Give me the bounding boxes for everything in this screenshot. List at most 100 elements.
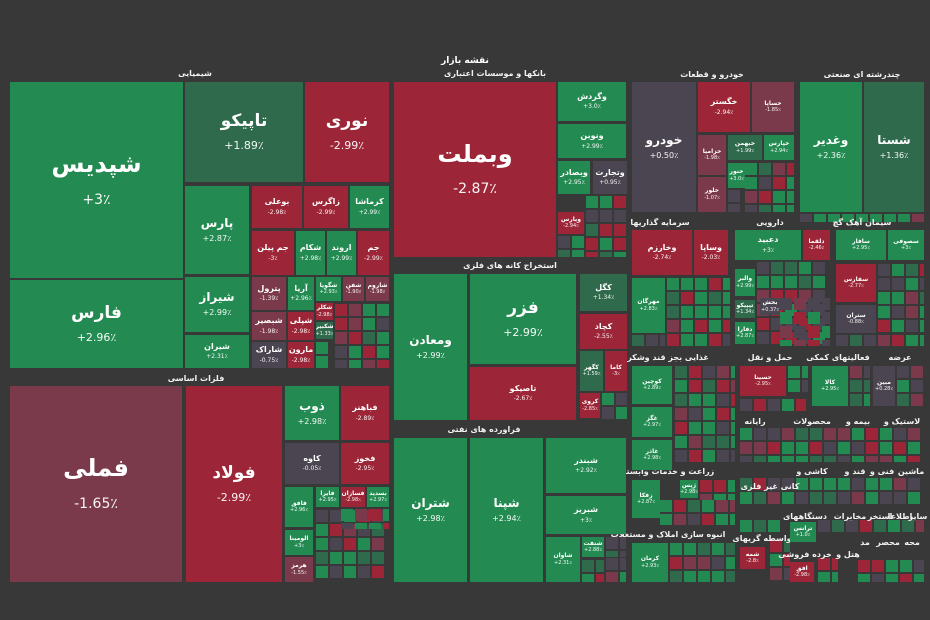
stock-tile[interactable]: غگز +2.97٪ xyxy=(632,407,672,437)
stock-tile[interactable]: کاما -3٪ xyxy=(605,351,627,391)
stock-tile[interactable]: سصوفی +3٪ xyxy=(888,230,924,260)
stock-tile[interactable]: خزامیا -1.98٪ xyxy=(698,135,726,175)
stock-tile[interactable]: شمه -2.8٪ xyxy=(740,547,765,569)
stock-tile[interactable]: مارون -2.98٪ xyxy=(288,342,314,368)
stock-tile[interactable]: وغدیر +2.36٪ xyxy=(800,82,862,212)
stock-tile[interactable]: شنفت +2.88٪ xyxy=(582,537,604,557)
stock-tile[interactable]: افق -2.98٪ xyxy=(790,562,814,582)
stock-tile[interactable]: شبصیر -1.98٪ xyxy=(252,312,286,340)
stock-tile[interactable]: خساپا -1.85٪ xyxy=(752,82,794,132)
stock-tile[interactable]: ونوین +2.99٪ xyxy=(558,124,626,158)
stock-tile[interactable]: مهرگان +2.83٪ xyxy=(632,278,665,333)
stock-tile[interactable]: جم پیلن -3٪ xyxy=(252,231,294,275)
stock-tile[interactable]: حسینا -2.95٪ xyxy=(740,366,786,396)
stock-tile[interactable]: شکام +2.98٪ xyxy=(296,231,325,275)
stock-tile[interactable]: ترانس +1.0٪ xyxy=(790,522,816,542)
stock-tile[interactable]: ژپس +2.98٪ xyxy=(680,480,698,498)
stock-tile[interactable]: خپارس +2.94٪ xyxy=(764,135,794,160)
stock-tile[interactable]: جم -2.99٪ xyxy=(358,231,389,275)
stock-tile[interactable]: شستا +1.36٪ xyxy=(864,82,924,212)
stock-tile[interactable]: بوعلی -2.98٪ xyxy=(252,186,302,228)
stock-tile[interactable]: شپدیس +3٪ xyxy=(10,82,183,278)
stock-tile[interactable]: فایرا +2.95٪ xyxy=(316,487,339,507)
stock-tile[interactable]: ذوب +2.98٪ xyxy=(285,386,339,440)
stock-change: -2.89٪ xyxy=(355,414,375,422)
stock-tile[interactable]: هرمز -1.55٪ xyxy=(285,557,313,582)
stock-tile[interactable]: شاروم -1.98٪ xyxy=(366,277,389,301)
stock-tile[interactable]: شبندر +2.92٪ xyxy=(546,438,626,493)
stock-tile[interactable]: شاراک -0.75٪ xyxy=(252,342,286,368)
stock-tile[interactable]: تیپیکو +1.34٪ xyxy=(735,300,755,318)
stock-tile[interactable]: شبریز +3٪ xyxy=(546,496,626,534)
stock-tile[interactable]: غاذر +2.98٪ xyxy=(632,440,672,470)
filler-tile xyxy=(731,394,735,406)
stock-tile[interactable]: شکبیر +1.33٪ xyxy=(316,322,333,339)
stock-tile[interactable]: تاپیکو +1.89٪ xyxy=(185,82,303,182)
stock-tile[interactable]: شپنا +2.94٪ xyxy=(470,438,543,582)
stock-tile[interactable]: کرمان +2.93٪ xyxy=(632,543,668,582)
stock-tile[interactable]: زاگرس -2.99٪ xyxy=(304,186,348,228)
stock-tile[interactable]: کگل +1.34٪ xyxy=(580,274,627,311)
stock-tile[interactable]: الومینا +3٪ xyxy=(285,530,313,555)
stock-tile[interactable]: فملی -1.65٪ xyxy=(10,386,182,582)
stock-tile[interactable]: تاصیکو -2.67٪ xyxy=(470,367,576,420)
stock-tile[interactable]: کگهر +1.59٪ xyxy=(580,351,603,391)
stock-tile[interactable]: شپلی -2.98٪ xyxy=(288,312,314,340)
filler-tile xyxy=(316,552,328,564)
stock-tile[interactable]: پترول -1.39٪ xyxy=(252,277,286,310)
stock-tile[interactable]: سفارس -2.77٪ xyxy=(836,264,876,302)
stock-tile[interactable]: فسازان -2.98٪ xyxy=(341,487,365,507)
stock-tile[interactable]: وتجارت +0.95٪ xyxy=(593,161,627,194)
stock-tile[interactable]: وبملت -2.87٪ xyxy=(394,82,556,257)
stock-tile[interactable]: کالا +2.95٪ xyxy=(812,366,848,406)
stock-tile[interactable]: فباهنر -2.89٪ xyxy=(341,386,389,440)
stock-tile[interactable]: وخارزم -2.74٪ xyxy=(632,230,692,275)
filler-tile xyxy=(920,292,924,304)
stock-tile[interactable]: فافق +2.96٪ xyxy=(285,487,313,527)
stock-tile[interactable]: فخوز -2.95٪ xyxy=(341,443,389,484)
stock-tile[interactable]: نوری -2.99٪ xyxy=(305,82,389,182)
stock-tile[interactable]: وساپا -2.03٪ xyxy=(694,230,728,275)
stock-tile[interactable]: فزر +2.99٪ xyxy=(470,274,576,364)
stock-tile[interactable]: کاوه -0.05٪ xyxy=(285,443,339,484)
stock-tile[interactable]: خبهمن +1.99٪ xyxy=(728,135,762,160)
stock-tile[interactable]: وبصادر +2.95٪ xyxy=(558,161,590,194)
stock-tile[interactable]: فولاد -2.99٪ xyxy=(186,386,282,582)
stock-tile[interactable]: ومعادن +2.99٪ xyxy=(394,274,467,420)
stock-tile[interactable]: وپارس -2.94٪ xyxy=(558,212,584,234)
stock-tile[interactable]: شیران +2.31٪ xyxy=(185,335,249,368)
stock-tile[interactable]: کچاد -2.55٪ xyxy=(580,314,627,349)
stock-tile[interactable]: خودرو +0.50٪ xyxy=(632,82,696,212)
stock-tile[interactable]: شیراز +2.99٪ xyxy=(185,277,249,332)
stock-tile[interactable]: والبر +2.99٪ xyxy=(735,269,755,296)
filler-tile xyxy=(614,238,626,250)
stock-tile[interactable]: زفکا +2.87٪ xyxy=(632,480,660,518)
stock-tile[interactable]: آریا +2.96٪ xyxy=(288,277,314,310)
filler-tile xyxy=(689,380,701,392)
stock-tile[interactable]: خگستر -2.94٪ xyxy=(698,82,750,132)
stock-tile[interactable]: دفارا +2.87٪ xyxy=(735,322,755,344)
stock-tile[interactable]: وگردش +3.0٪ xyxy=(558,82,626,121)
stock-tile[interactable]: شتران +2.98٪ xyxy=(394,438,467,582)
stock-tile[interactable]: شاوان +2.31٪ xyxy=(546,537,580,582)
stock-tile[interactable]: ستران -0.88٪ xyxy=(836,305,876,333)
stock-tile[interactable]: کروی -2.85٪ xyxy=(580,393,600,418)
stock-tile[interactable]: بسدید +2.97٪ xyxy=(367,487,389,507)
stock-tile[interactable]: کرماشا +2.99٪ xyxy=(350,186,389,228)
stock-tile[interactable]: سافار +2.95٪ xyxy=(836,230,886,260)
stock-tile[interactable]: شکلر -2.98٪ xyxy=(316,303,333,320)
stock-tile[interactable]: شفن -1.90٪ xyxy=(343,277,364,301)
stock-tile[interactable]: دعبید +3٪ xyxy=(735,230,801,260)
stock-tile[interactable]: کوچین +2.89٪ xyxy=(632,366,672,404)
stock-tile[interactable]: مبین +0.28٪ xyxy=(873,366,895,406)
stock-tile[interactable]: پارس +2.87٪ xyxy=(185,186,249,274)
sector-label: انبوه سازی املاک و مستغلات xyxy=(610,530,726,539)
stock-tile[interactable]: خنور +3.0٪ xyxy=(728,163,745,188)
stock-tile[interactable]: شگویا +2.93٪ xyxy=(316,277,341,301)
stock-tile[interactable]: فارس +2.96٪ xyxy=(10,280,183,368)
stock-tile[interactable]: بخش +0.37٪ xyxy=(760,298,780,315)
filler-tile xyxy=(316,510,328,522)
stock-tile[interactable]: دلقما -2.46٪ xyxy=(803,230,830,260)
stock-tile[interactable]: خلور -1.07٪ xyxy=(698,177,726,212)
stock-tile[interactable]: اروند +2.99٪ xyxy=(327,231,356,275)
